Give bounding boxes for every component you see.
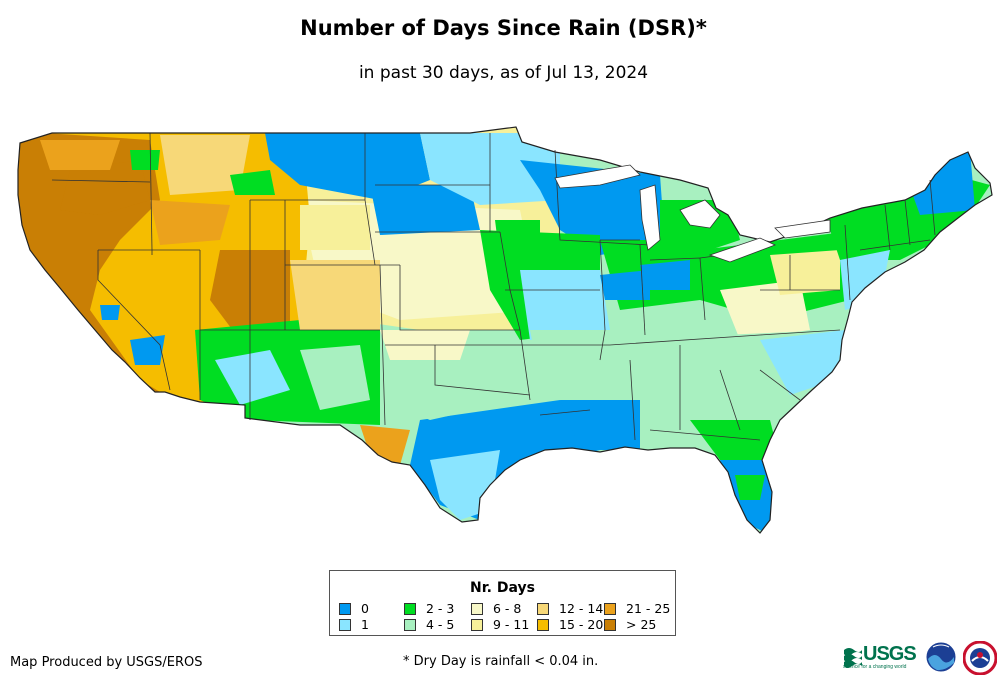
legend-label-5: 9 - 11 [493,617,530,632]
legend-item-0: 0 [339,602,369,616]
map-subtitle: in past 30 days, as of Jul 13, 2024 [358,63,649,83]
legend-label-1: 1 [361,617,369,632]
legend-swatch-9 [604,618,616,631]
legend-label-0: 0 [361,601,369,616]
legend-label-9: > 25 [626,617,657,632]
legend-label-3: 4 - 5 [426,617,455,632]
legend-item-7: 15 - 20 [537,618,603,632]
producer-credit: Map Produced by USGS/EROS [10,655,203,670]
legend-swatch-7 [537,618,549,631]
legend-item-4: 6 - 8 [471,602,521,616]
legend-item-8: 21 - 25 [604,602,670,616]
legend-swatch-0 [339,602,351,615]
legend-swatch-2 [404,602,416,615]
usgs-logo [844,648,862,668]
legend-label-2: 2 - 3 [426,601,455,616]
noaa-logo [925,641,957,673]
dry-day-footnote: * Dry Day is rainfall < 0.04 in. [403,654,599,669]
legend-title: Nr. Days [470,580,535,596]
legend-swatch-1 [339,618,351,631]
legend-label-8: 21 - 25 [626,601,671,616]
legend-swatch-5 [471,618,483,631]
legend-swatch-4 [471,602,483,615]
legend-item-5: 9 - 11 [471,618,529,632]
legend-item-2: 2 - 3 [404,602,454,616]
nws-logo [963,641,997,675]
legend-swatch-3 [404,618,416,631]
legend-item-3: 4 - 5 [404,618,454,632]
legend-item-1: 1 [339,618,369,632]
legend-swatch-6 [537,602,549,615]
legend-item-6: 12 - 14 [537,602,603,616]
legend-item-9: > 25 [604,618,656,632]
agency-logos: USGS science for a changing world [843,640,1003,676]
usgs-wordmark: USGS [863,643,917,665]
us-dsr-map [17,126,993,534]
legend-swatch-8 [604,602,616,615]
legend: Nr. Days 0 1 2 - 3 4 - 5 6 - 8 9 - 11 12… [329,570,676,636]
usgs-tagline: science for a changing world [843,664,907,670]
map-title: Number of Days Since Rain (DSR)* [300,16,707,40]
legend-label-4: 6 - 8 [493,601,522,616]
legend-label-7: 15 - 20 [559,617,604,632]
legend-label-6: 12 - 14 [559,601,604,616]
